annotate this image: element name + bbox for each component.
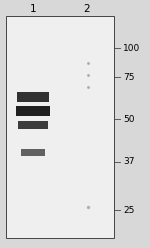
Bar [16,106,50,117]
Text: 37: 37 [123,157,135,166]
Text: 75: 75 [123,73,135,82]
Text: 1: 1 [30,4,36,14]
Bar [17,92,49,102]
Bar [18,121,48,129]
Text: 100: 100 [123,44,140,53]
Bar [6,16,114,238]
Text: 50: 50 [123,115,135,124]
Bar [21,149,45,156]
Text: 2: 2 [84,4,90,14]
Text: 25: 25 [123,206,134,215]
